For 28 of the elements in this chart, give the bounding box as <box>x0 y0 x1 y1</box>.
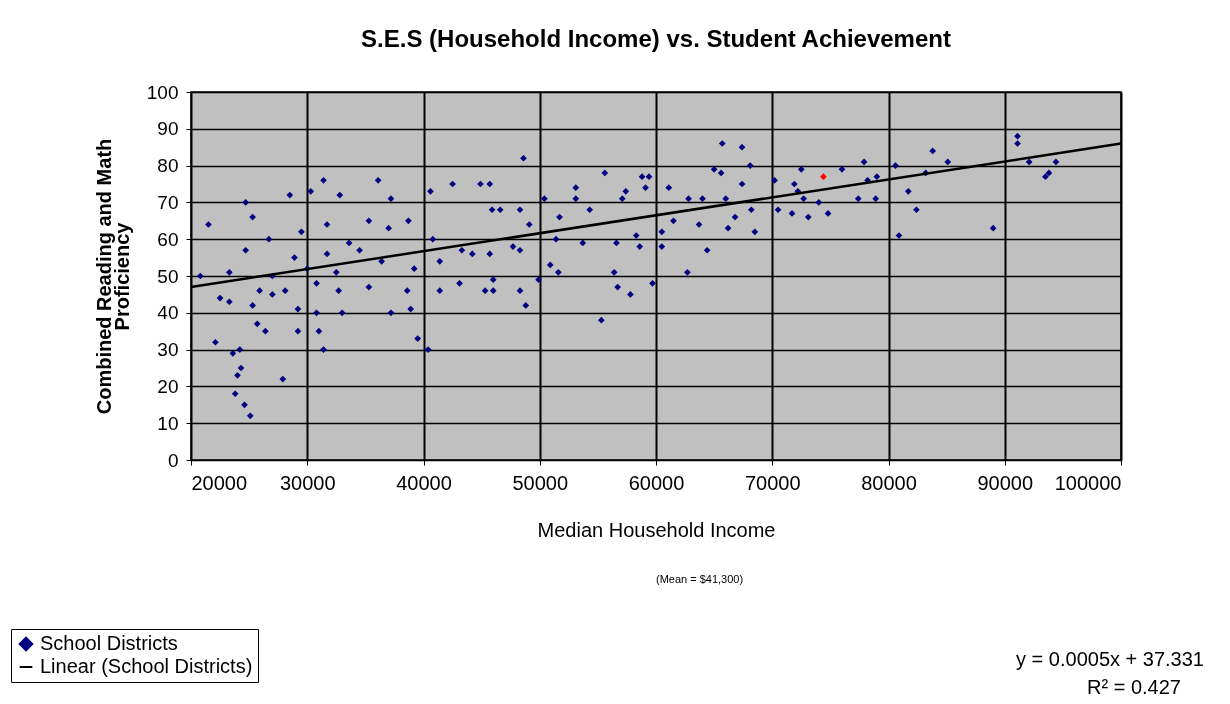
y-tick-label: 80 <box>157 155 179 177</box>
y-axis-title: Combined Reading and Math Proficiency <box>92 138 133 415</box>
y-tick-label: 10 <box>157 412 179 434</box>
x-tick-label: 90000 <box>977 471 1034 494</box>
chart-title: S.E.S (Household Income) vs. Student Achievement <box>361 25 951 52</box>
legend-label: School Districts <box>40 632 178 654</box>
x-tick-label: 100000 <box>1054 471 1122 494</box>
y-tick-label: 0 <box>167 449 179 471</box>
y-tick-label: 40 <box>157 302 179 324</box>
y-tick-label: 60 <box>157 228 179 250</box>
x-tick-label: 50000 <box>512 471 569 494</box>
legend-label: Linear (School Districts) <box>40 655 253 677</box>
x-tick-label: 40000 <box>396 471 452 494</box>
text: (Mean = $41,300) <box>656 573 744 585</box>
y-tick-label: 100 <box>146 81 179 103</box>
x-tick-label: 70000 <box>744 471 801 494</box>
x-tick-label: 80000 <box>861 471 917 494</box>
y-tick-label: 20 <box>157 375 179 397</box>
x-tick-label: 30000 <box>279 471 336 494</box>
text: R² = 0.427 <box>1087 676 1181 698</box>
y-tick-label: 50 <box>157 265 179 287</box>
x-tick-label: 20000 <box>191 471 248 494</box>
y-tick-label: 30 <box>157 339 179 361</box>
text: y = 0.0005x + 37.331 <box>1016 648 1204 670</box>
y-tick-label: 70 <box>157 191 179 213</box>
x-tick-label: 60000 <box>628 471 685 494</box>
y-tick-label: 90 <box>157 118 179 140</box>
x-axis-title: Median Household Income <box>537 518 776 541</box>
